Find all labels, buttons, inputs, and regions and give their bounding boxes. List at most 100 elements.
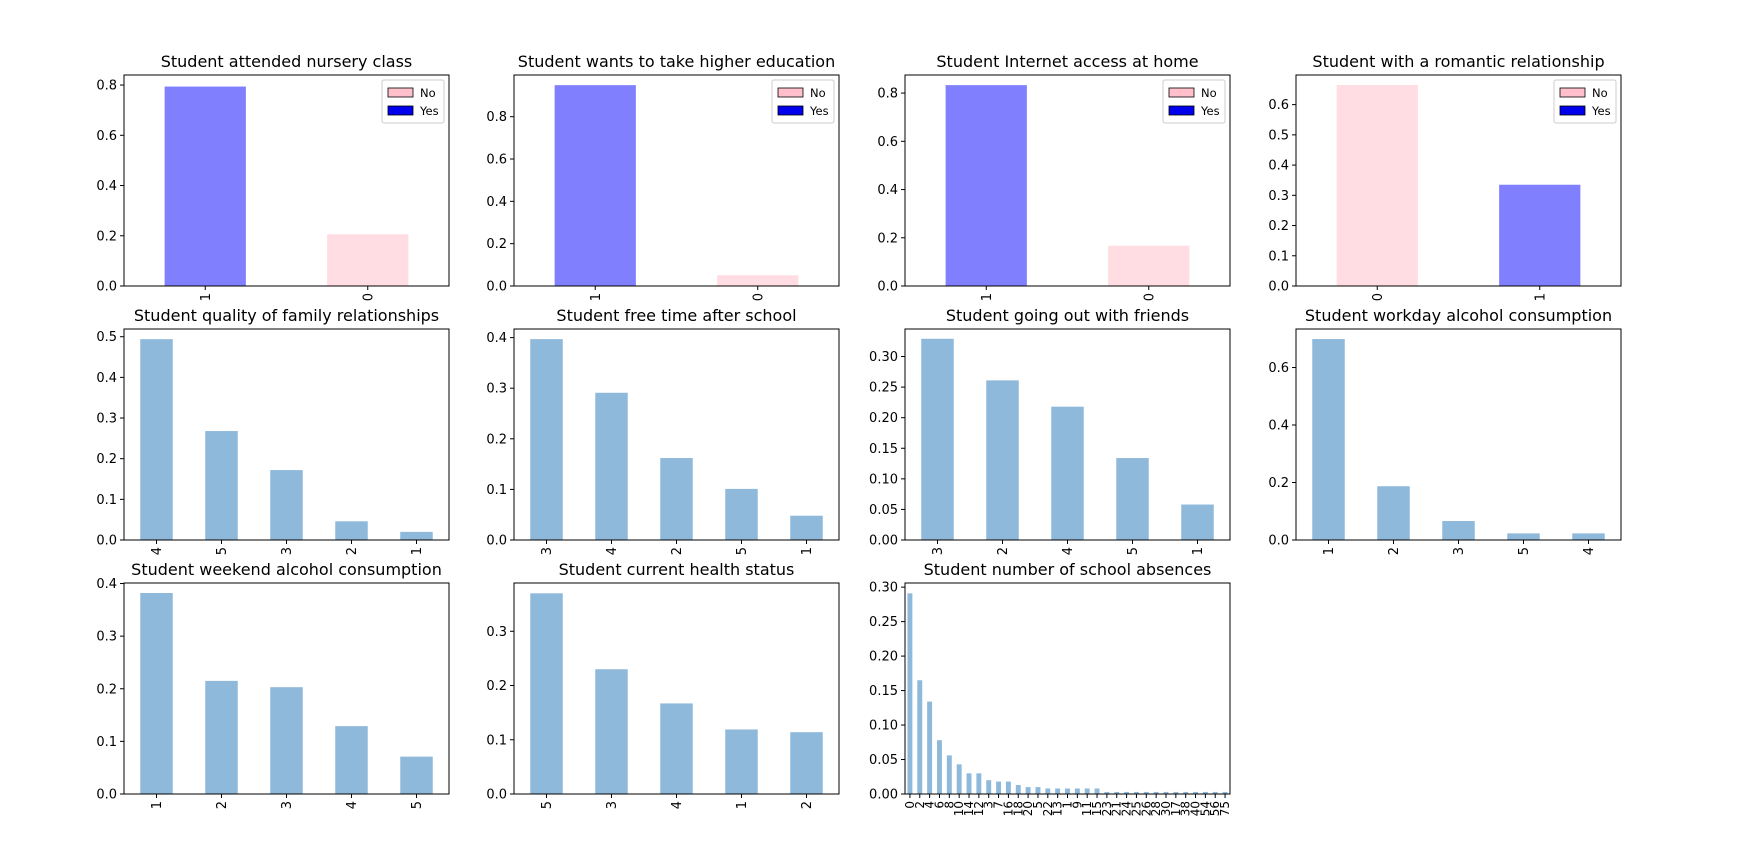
- x-tick-label: 3: [605, 801, 620, 809]
- subplot-4: 0.0 0.1 0.2 0.3 0.4 0.5 0.6 0 1 Student with a ro…: [1268, 52, 1622, 301]
- y-tick-label: 0.1: [96, 493, 117, 508]
- subplot-5: 0.0 0.1 0.2 0.3 0.4 0.5 4 5 3 2 1 Student quality o…: [96, 306, 450, 555]
- x-tick-label: 1: [1061, 801, 1075, 809]
- bar: [717, 275, 799, 286]
- subplot-8: 0.0 0.2 0.4 0.6 1 2 3 5 4 Student workday alcohol…: [1268, 306, 1622, 555]
- bar: [1045, 788, 1051, 794]
- bar: [1114, 791, 1120, 794]
- y-tick-label: 0.0: [486, 534, 507, 549]
- x-tick-label: 38: [1179, 801, 1193, 816]
- x-tick-label: 5: [1126, 547, 1141, 555]
- x-tick-label: 3: [280, 801, 295, 809]
- bar: [660, 458, 693, 540]
- axes-frame: [123, 74, 450, 287]
- bar: [1124, 791, 1130, 794]
- x-tick-label: 7: [992, 801, 1006, 809]
- bar: [1377, 486, 1410, 540]
- x-tick-label: 17: [1169, 801, 1183, 816]
- bar: [1143, 791, 1149, 794]
- y-tick-label: 0.25: [869, 615, 898, 630]
- bar: [1202, 791, 1208, 794]
- bar: [790, 515, 823, 540]
- x-tick-label: 4: [1582, 547, 1597, 555]
- legend-label: Yes: [809, 104, 829, 118]
- y-tick-label: 0.05: [869, 503, 898, 518]
- bar: [1222, 791, 1228, 794]
- y-tick-label: 0.2: [877, 231, 898, 246]
- chart-title: Student free time after school: [556, 306, 796, 325]
- y-tick-label: 0.6: [486, 153, 507, 168]
- y-tick-label: 0.2: [486, 237, 507, 252]
- x-tick-label: 0: [751, 293, 766, 301]
- x-tick-label: 0: [1142, 293, 1157, 301]
- bar: [140, 339, 173, 540]
- y-tick-label: 0.00: [869, 788, 898, 803]
- x-tick-label: 3: [540, 547, 555, 555]
- y-tick-label: 0.05: [869, 753, 898, 768]
- bar: [595, 392, 628, 540]
- y-tick-label: 0.2: [1268, 476, 1289, 491]
- bar: [1499, 184, 1581, 286]
- bar: [1094, 788, 1100, 794]
- x-tick-label: 1: [735, 801, 750, 809]
- bar: [945, 85, 1027, 287]
- x-tick-label: 1: [980, 293, 995, 301]
- x-tick-label: 3: [931, 547, 946, 555]
- axes-frame: [904, 582, 1231, 795]
- x-tick-label: 5: [540, 801, 555, 809]
- x-tick-label: 12: [972, 801, 986, 816]
- legend-label: Yes: [419, 104, 439, 118]
- x-tick-label: 15: [1090, 801, 1104, 816]
- bar: [1035, 787, 1041, 794]
- x-tick-label: 2: [996, 547, 1011, 555]
- y-tick-label: 0.3: [486, 625, 507, 640]
- subplot-1: 0.0 0.2 0.4 0.6 0.8 1 0 Student attended nurser…: [96, 52, 450, 301]
- legend-swatch: [1168, 105, 1195, 116]
- x-tick-label: 1: [1191, 547, 1206, 555]
- y-tick-label: 0.0: [486, 788, 507, 803]
- x-tick-label: 6: [932, 801, 946, 809]
- y-tick-label: 0.4: [486, 195, 507, 210]
- legend: No Yes: [1553, 79, 1617, 124]
- y-tick-label: 0.2: [96, 229, 117, 244]
- bar: [1442, 521, 1475, 540]
- legend-swatch: [777, 105, 804, 116]
- x-tick-label: 1: [150, 801, 165, 809]
- bar: [530, 593, 563, 794]
- x-tick-label: 4: [605, 547, 620, 555]
- y-tick-label: 0.3: [96, 412, 117, 427]
- bar: [660, 703, 693, 794]
- bar: [164, 86, 246, 286]
- legend-label: No: [1201, 86, 1217, 100]
- chart-title: Student wants to take higher education: [518, 52, 835, 71]
- x-tick-label: 18: [1011, 801, 1025, 816]
- subplot-7: 0.00 0.05 0.10 0.15 0.20 0.25 0.30 3 2 4 5 1 Student…: [869, 306, 1231, 555]
- chart-title: Student with a romantic relationship: [1312, 52, 1604, 71]
- x-tick-label: 26: [1139, 801, 1153, 816]
- subplot-9: 0.0 0.1 0.2 0.3 0.4 1 2 3 4 5 Student weekend alco…: [96, 560, 450, 809]
- bar: [400, 531, 433, 540]
- bar: [1065, 788, 1070, 794]
- y-tick-label: 0.1: [486, 483, 507, 498]
- x-tick-label: 9: [1070, 801, 1084, 809]
- y-tick-label: 0.2: [96, 682, 117, 697]
- x-tick-label: 20: [1021, 801, 1035, 816]
- y-tick-label: 0.30: [869, 581, 898, 596]
- x-tick-label: 4: [345, 801, 360, 809]
- bar: [1084, 788, 1090, 794]
- bar: [335, 726, 368, 794]
- y-tick-label: 0.8: [486, 110, 507, 125]
- x-tick-label: 16: [1001, 801, 1015, 816]
- bar: [1055, 788, 1061, 794]
- y-tick-label: 0.3: [1268, 189, 1289, 204]
- subplot-10: 0.0 0.1 0.2 0.3 5 3 4 1 2 Student current health …: [486, 560, 840, 809]
- y-tick-label: 0.2: [486, 679, 507, 694]
- y-tick-label: 0.30: [869, 350, 898, 365]
- y-tick-label: 0.0: [96, 280, 117, 295]
- legend-swatch: [387, 105, 414, 116]
- bar: [1183, 791, 1189, 794]
- x-tick-label: 2: [800, 801, 815, 809]
- bar: [270, 470, 303, 540]
- bar: [327, 234, 409, 286]
- legend-swatch: [1168, 87, 1195, 98]
